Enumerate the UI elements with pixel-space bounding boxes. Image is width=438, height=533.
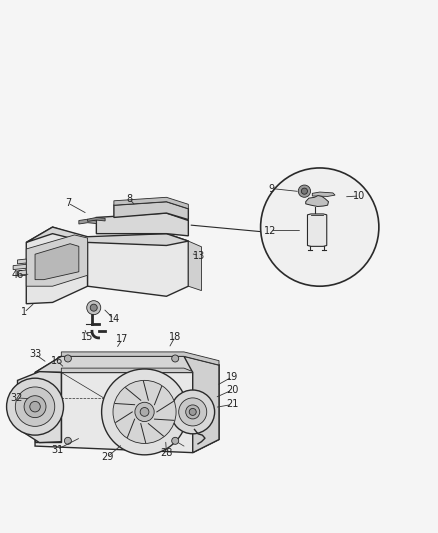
Polygon shape [114, 201, 188, 220]
Polygon shape [88, 233, 188, 296]
Polygon shape [312, 192, 335, 197]
Circle shape [172, 355, 179, 362]
Text: 7: 7 [65, 198, 71, 208]
Text: 17: 17 [117, 334, 129, 344]
Polygon shape [26, 227, 88, 304]
Polygon shape [188, 241, 201, 290]
Polygon shape [35, 373, 61, 442]
Text: 18: 18 [169, 332, 181, 342]
Circle shape [30, 401, 40, 412]
Polygon shape [61, 368, 193, 373]
Polygon shape [35, 356, 219, 453]
Text: 14: 14 [108, 314, 120, 324]
Text: 29: 29 [101, 452, 113, 462]
Text: 8: 8 [126, 193, 132, 204]
Circle shape [90, 304, 97, 311]
Polygon shape [307, 214, 327, 246]
Polygon shape [13, 264, 26, 270]
Polygon shape [35, 356, 219, 373]
Circle shape [87, 301, 101, 314]
Text: 1: 1 [21, 308, 27, 318]
Text: 31: 31 [51, 445, 63, 455]
Circle shape [301, 188, 307, 194]
Circle shape [140, 408, 149, 416]
Text: 21: 21 [226, 399, 238, 409]
Polygon shape [26, 227, 188, 246]
Text: 12: 12 [264, 225, 276, 236]
Text: 20: 20 [226, 385, 238, 395]
Polygon shape [61, 352, 219, 365]
Text: 13: 13 [193, 251, 205, 261]
Polygon shape [18, 372, 61, 442]
Circle shape [189, 408, 196, 415]
Circle shape [298, 185, 311, 197]
Polygon shape [79, 219, 96, 224]
Circle shape [113, 381, 176, 443]
Circle shape [15, 387, 55, 426]
Polygon shape [88, 217, 105, 221]
Text: 19: 19 [226, 372, 238, 382]
Circle shape [7, 378, 64, 435]
Circle shape [102, 369, 187, 455]
Circle shape [24, 395, 46, 418]
Text: 16: 16 [51, 356, 63, 366]
Circle shape [172, 437, 179, 445]
Circle shape [179, 398, 207, 426]
Text: 33: 33 [29, 349, 41, 359]
Polygon shape [96, 213, 188, 236]
Circle shape [186, 405, 200, 419]
Polygon shape [184, 356, 219, 453]
Circle shape [171, 390, 215, 434]
Text: 15: 15 [81, 332, 94, 342]
Text: 10: 10 [353, 191, 365, 201]
Circle shape [135, 402, 154, 422]
Circle shape [261, 168, 379, 286]
Polygon shape [114, 197, 188, 209]
Polygon shape [26, 235, 88, 286]
Polygon shape [35, 244, 79, 280]
Text: 32: 32 [11, 393, 23, 403]
Polygon shape [18, 259, 26, 264]
Text: 28: 28 [160, 448, 173, 458]
Circle shape [64, 355, 71, 362]
Circle shape [64, 437, 71, 445]
Text: 9: 9 [268, 183, 275, 193]
Text: 46: 46 [11, 270, 24, 280]
Polygon shape [18, 270, 26, 276]
Polygon shape [306, 196, 328, 206]
